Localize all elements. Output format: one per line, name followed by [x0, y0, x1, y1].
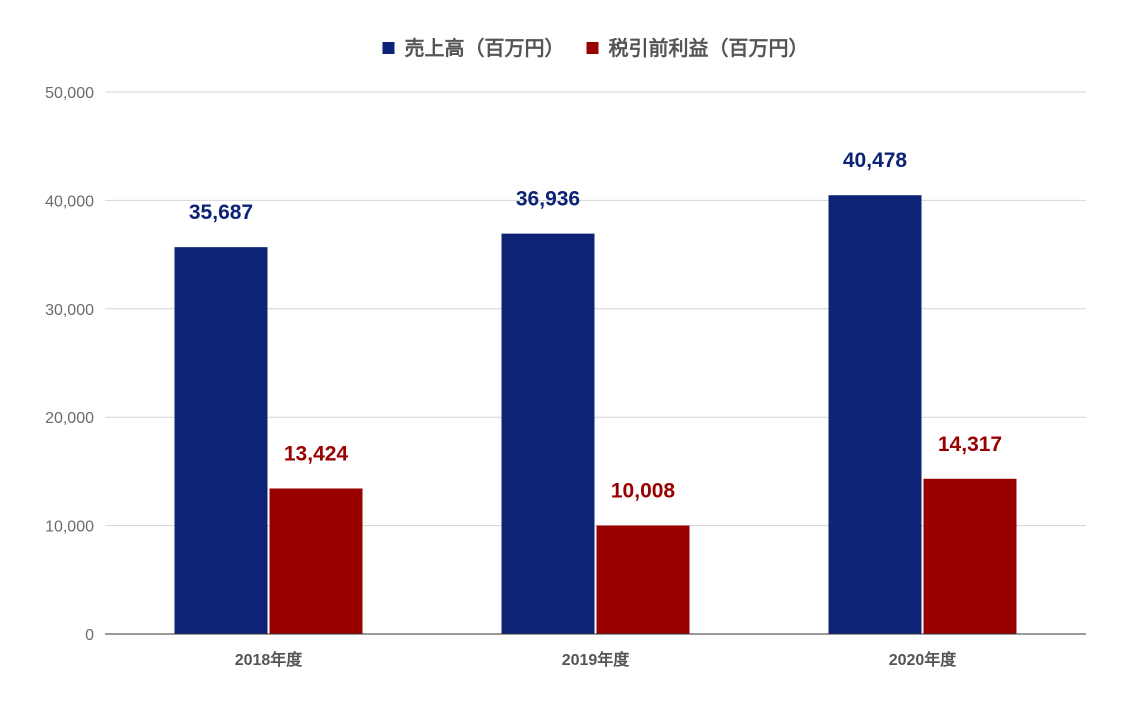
legend: 売上高（百万円） 税引前利益（百万円）: [382, 36, 809, 60]
y-tick-label: 20,000: [45, 410, 94, 427]
legend-swatch: [586, 42, 599, 54]
y-axis-ticks: 0 10,000 20,000 30,000 40,000 50,000: [45, 85, 94, 644]
y-tick-label: 0: [85, 627, 94, 644]
legend-item: 税引前利益（百万円）: [586, 36, 809, 60]
bar-sales: [174, 247, 268, 634]
legend-label: 税引前利益（百万円）: [609, 36, 809, 60]
bar-sales: [828, 195, 922, 634]
x-category-label: 2020年度: [889, 650, 958, 669]
data-label: 40,478: [843, 149, 908, 172]
y-tick-label: 30,000: [45, 302, 94, 319]
bar-pretax-profit: [269, 488, 363, 634]
legend-item: 売上高（百万円）: [382, 36, 565, 60]
gridlines: [105, 91, 1086, 527]
data-label: 36,936: [516, 188, 580, 211]
y-tick-label: 50,000: [45, 85, 94, 102]
data-label: 10,008: [611, 480, 676, 503]
x-category-label: 2018年度: [235, 650, 304, 669]
data-label: 35,687: [189, 201, 253, 224]
bar-pretax-profit: [596, 525, 690, 634]
bar-pretax-profit: [923, 478, 1017, 634]
bar-sales: [501, 233, 595, 634]
bars: [174, 195, 1017, 634]
y-tick-label: 10,000: [45, 519, 94, 536]
data-labels: 35,687 13,424 36,936 10,008 40,478 14,317: [189, 149, 1002, 502]
data-label: 13,424: [284, 442, 349, 465]
legend-label: 売上高（百万円）: [405, 36, 565, 60]
x-axis: 2018年度 2019年度 2020年度: [105, 633, 1086, 669]
y-tick-label: 40,000: [45, 193, 94, 210]
legend-swatch: [382, 42, 395, 54]
x-category-label: 2019年度: [562, 650, 631, 669]
data-label: 14,317: [938, 433, 1002, 456]
